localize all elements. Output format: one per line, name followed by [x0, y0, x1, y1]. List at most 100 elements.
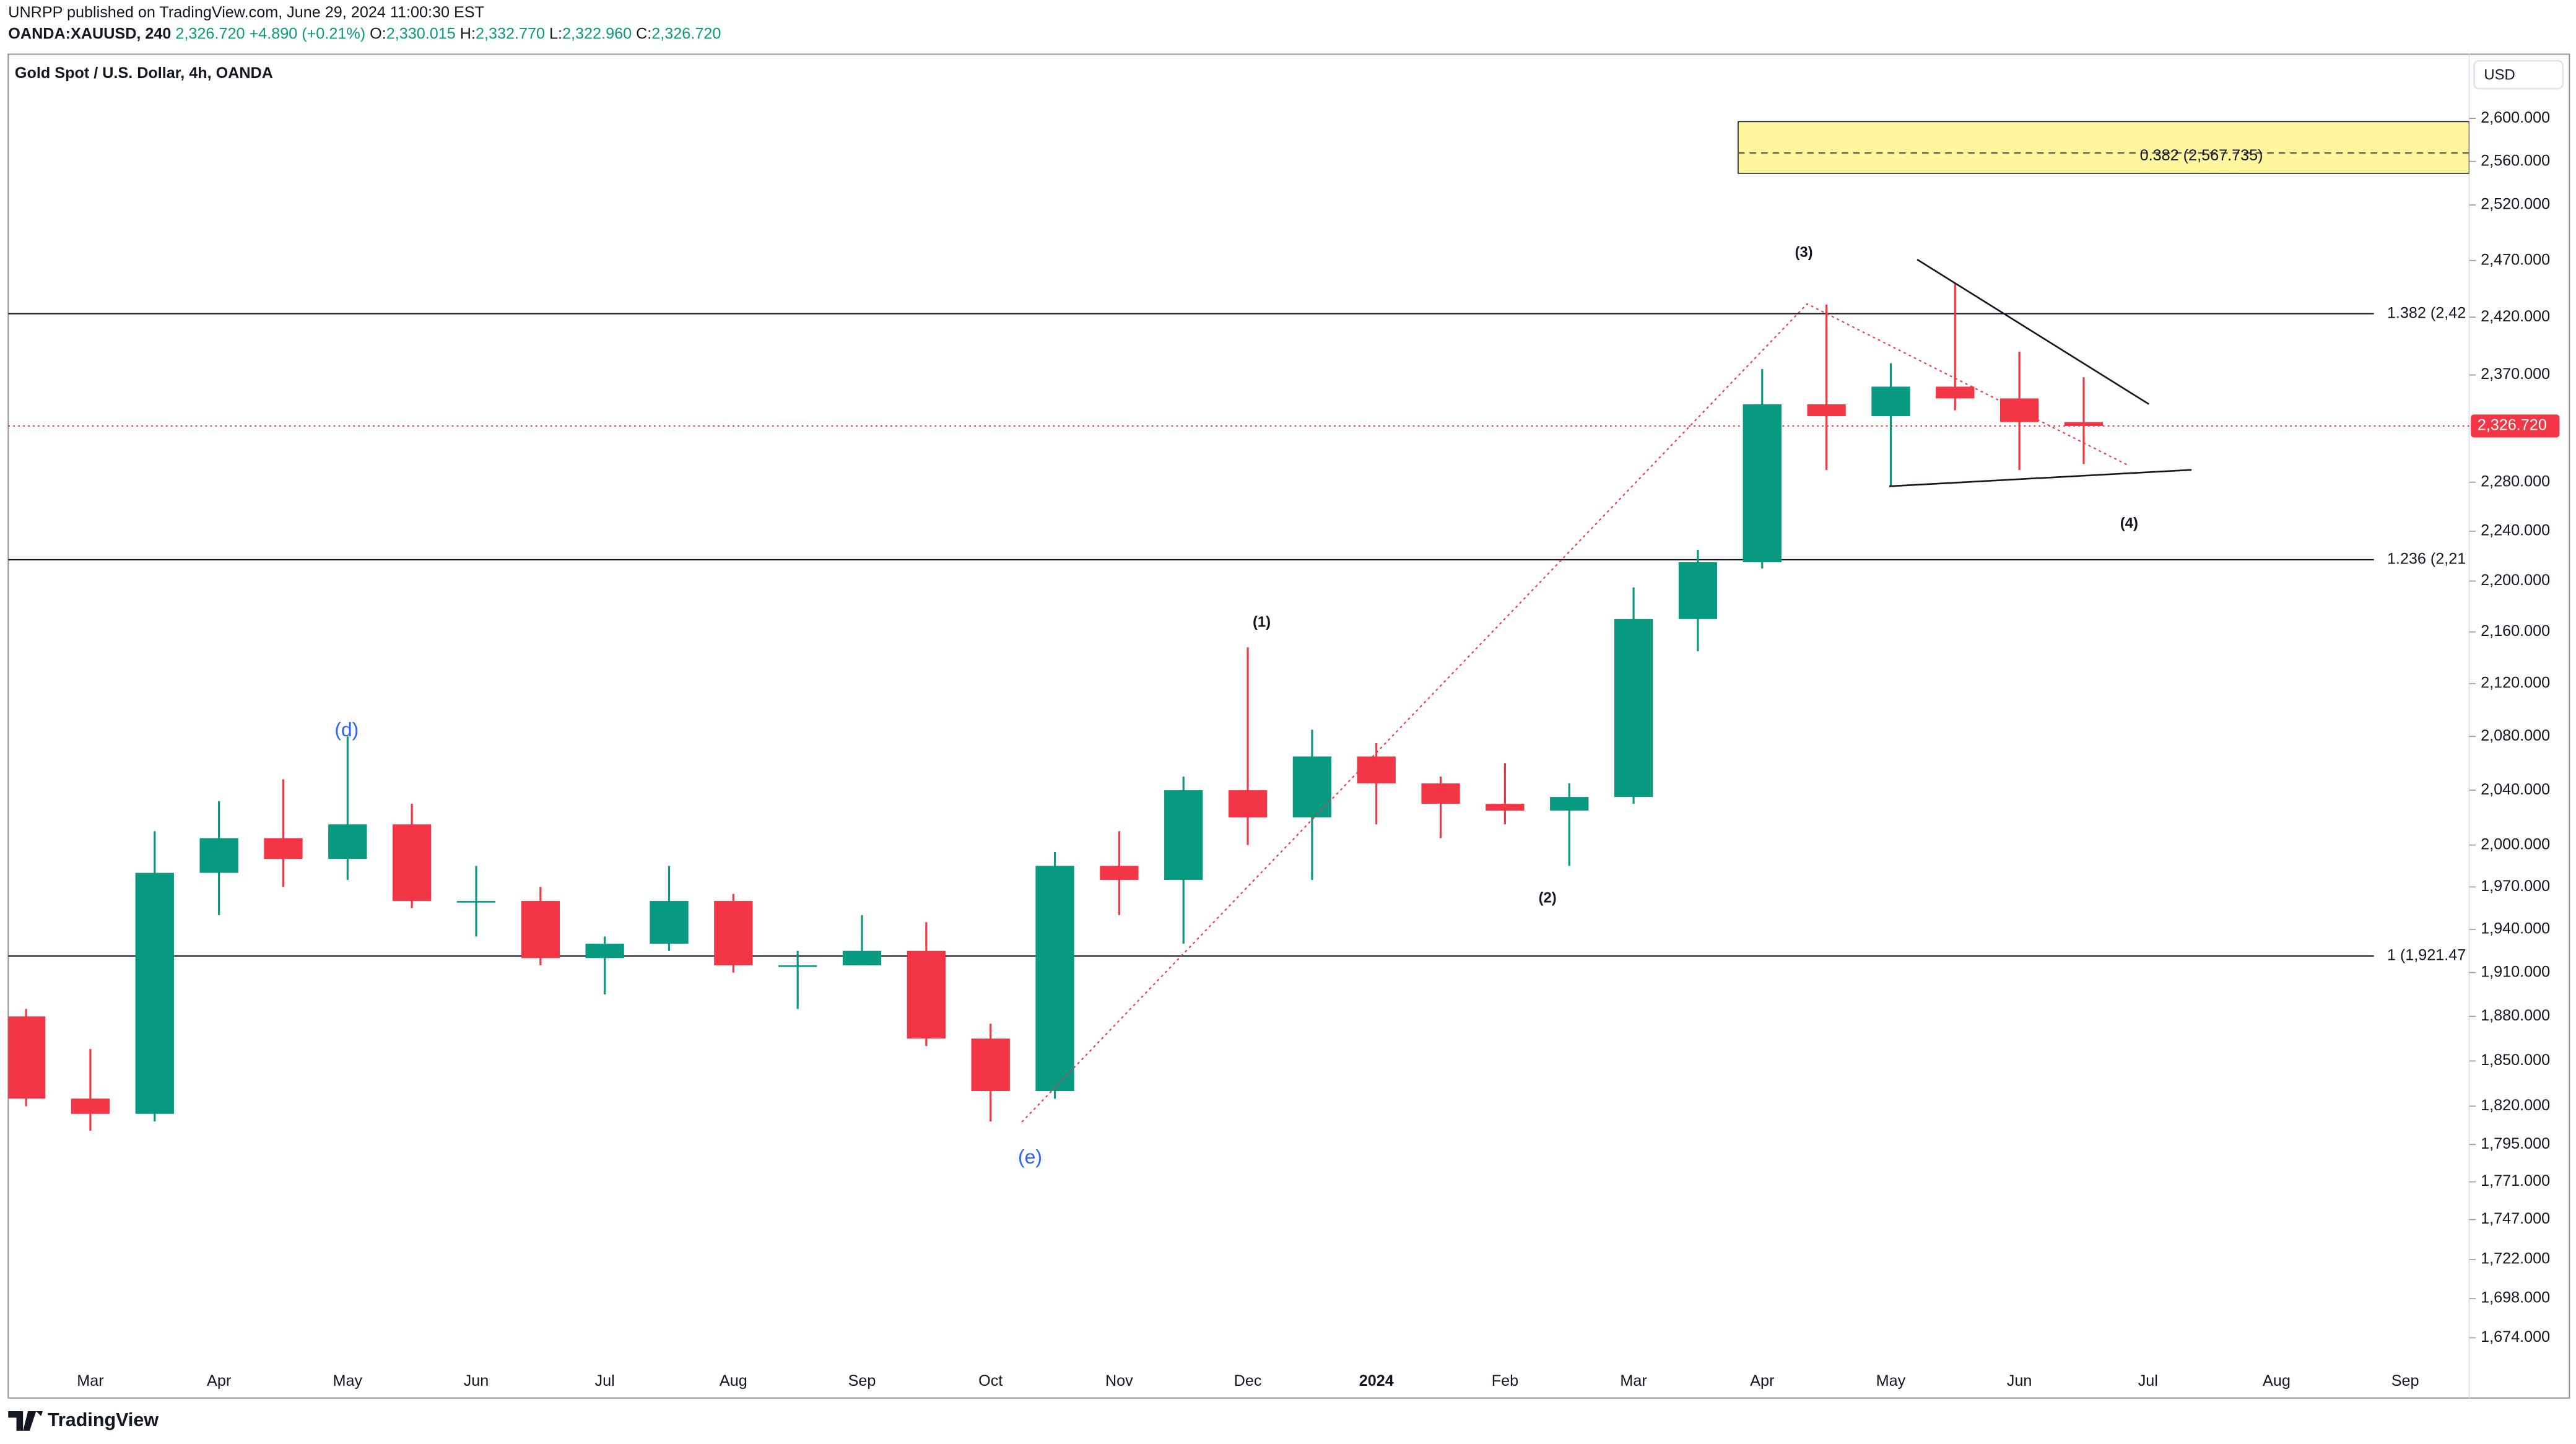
- x-tick-label: Feb: [1492, 1372, 1518, 1390]
- candle-body: [1292, 756, 1332, 818]
- candle-body: [1936, 386, 1975, 399]
- candle-body: [842, 950, 882, 965]
- x-tick-label: Sep: [848, 1372, 876, 1390]
- fib-label: 1 (1,921.47: [2387, 946, 2466, 963]
- y-tick-label: 1,674.000: [2481, 1328, 2550, 1346]
- candle-body: [1678, 562, 1718, 619]
- x-tick-label: 2024: [1359, 1372, 1394, 1390]
- ohlc-c-value: 2,326.720: [651, 25, 721, 42]
- candle-body: [1743, 404, 1782, 563]
- y-tick-label: 2,520.000: [2481, 196, 2550, 213]
- candle-body: [650, 901, 689, 944]
- candle-body: [8, 1016, 46, 1099]
- wave-path: [1021, 303, 2128, 1123]
- x-tick-label: Sep: [2391, 1372, 2419, 1390]
- ohlc-h-value: 2,332.770: [476, 25, 545, 42]
- y-tick-label: 1,747.000: [2481, 1210, 2550, 1227]
- wave-label: (1): [1253, 614, 1271, 630]
- candle-body: [199, 838, 238, 873]
- y-tick-label: 2,560.000: [2481, 152, 2550, 169]
- wave-label: (d): [334, 718, 359, 741]
- candle-body: [971, 1038, 1010, 1091]
- candle-body: [392, 824, 432, 902]
- candle-body: [1807, 404, 1846, 417]
- x-tick-label: Apr: [1750, 1372, 1774, 1390]
- candle-body: [521, 901, 560, 959]
- candle-body: [1999, 398, 2039, 422]
- target-zone: [1738, 121, 2469, 174]
- x-tick-label: May: [1876, 1372, 1906, 1390]
- wave-label: (4): [2120, 515, 2138, 532]
- wave-label: (e): [1018, 1146, 1042, 1168]
- candle-body: [1164, 790, 1203, 880]
- candle-body: [1035, 866, 1074, 1091]
- candle-body: [907, 950, 946, 1039]
- ohlc-o: O:: [370, 25, 386, 42]
- change: +4.890 (+0.21%): [249, 25, 365, 42]
- trendline-upper: [1917, 259, 2149, 405]
- ohlc-c: C:: [636, 25, 651, 42]
- x-tick-label: Dec: [1234, 1372, 1262, 1390]
- candle-body: [456, 901, 496, 903]
- wave-label: (2): [1539, 890, 1557, 907]
- candle-body: [2064, 422, 2104, 426]
- y-tick-label: 1,698.000: [2481, 1289, 2550, 1306]
- ohlc-l-value: 2,322.960: [562, 25, 632, 42]
- x-tick-label: Mar: [77, 1372, 103, 1390]
- x-tick-label: May: [333, 1372, 363, 1390]
- y-tick-label: 1,722.000: [2481, 1250, 2550, 1268]
- y-tick-label: 2,080.000: [2481, 727, 2550, 744]
- chart-title: Gold Spot / U.S. Dollar, 4h, OANDA: [15, 64, 273, 82]
- brand: TradingView: [8, 1409, 159, 1431]
- candle-body: [264, 838, 303, 859]
- last-price: 2,326.720: [175, 25, 245, 42]
- candle-body: [1871, 386, 1910, 417]
- y-tick-label: 2,470.000: [2481, 251, 2550, 268]
- x-tick-label: Mar: [1620, 1372, 1647, 1390]
- y-tick-label: 2,120.000: [2481, 674, 2550, 692]
- wave-label: (3): [1795, 244, 1812, 261]
- brand-logo: [8, 1411, 43, 1431]
- ohlc-l: L:: [549, 25, 562, 42]
- y-tick-label: 1,820.000: [2481, 1097, 2550, 1114]
- candle-body: [778, 965, 817, 967]
- x-tick-label: Aug: [2263, 1372, 2291, 1390]
- symbol-line: OANDA:XAUUSD, 240 2,326.720 +4.890 (+0.2…: [8, 25, 721, 42]
- x-tick-label: Oct: [978, 1372, 1003, 1390]
- chart-frame: [7, 53, 2570, 1399]
- candle-body: [1357, 756, 1396, 784]
- publisher: UNRPP published on TradingView.com, June…: [8, 4, 484, 21]
- fib-label: 1.236 (2,21: [2387, 550, 2466, 568]
- fib-label: 1.382 (2,42: [2387, 304, 2466, 321]
- y-tick-label: 2,420.000: [2481, 308, 2550, 325]
- candle-body: [585, 944, 624, 959]
- y-tick-label: 1,771.000: [2481, 1172, 2550, 1190]
- x-tick-label: Jul: [2138, 1372, 2158, 1390]
- currency-box: [2473, 59, 2564, 90]
- x-tick-label: Jun: [2007, 1372, 2032, 1390]
- ohlc-h: H:: [460, 25, 476, 42]
- candle-body: [1228, 790, 1268, 818]
- y-tick-label: 1,910.000: [2481, 963, 2550, 980]
- candle-body: [71, 1098, 110, 1114]
- plot-area: 0.382 (2,567.735) 1.382 (2,42 1.236 (2,21 1…: [8, 121, 2469, 1131]
- candle-body: [135, 872, 174, 1114]
- y-tick-label: 1,970.000: [2481, 877, 2550, 895]
- y-tick-label: 2,040.000: [2481, 781, 2550, 798]
- x-tick-label: Nov: [1105, 1372, 1133, 1390]
- trendline-lower: [1889, 469, 2192, 487]
- candle-body: [714, 901, 753, 965]
- y-tick-label: 2,600.000: [2481, 109, 2550, 126]
- ohlc-o-value: 2,330.015: [386, 25, 456, 42]
- symbol: OANDA:XAUUSD, 240: [8, 25, 171, 42]
- candle-body: [1614, 619, 1653, 798]
- brand-name: TradingView: [48, 1409, 159, 1430]
- y-tick-label: 2,200.000: [2481, 572, 2550, 589]
- candle-body: [328, 824, 367, 859]
- candle-body: [1421, 783, 1460, 804]
- y-tick-label: 2,000.000: [2481, 835, 2550, 853]
- y-tick-label: 2,160.000: [2481, 622, 2550, 640]
- candle-body: [1100, 866, 1139, 880]
